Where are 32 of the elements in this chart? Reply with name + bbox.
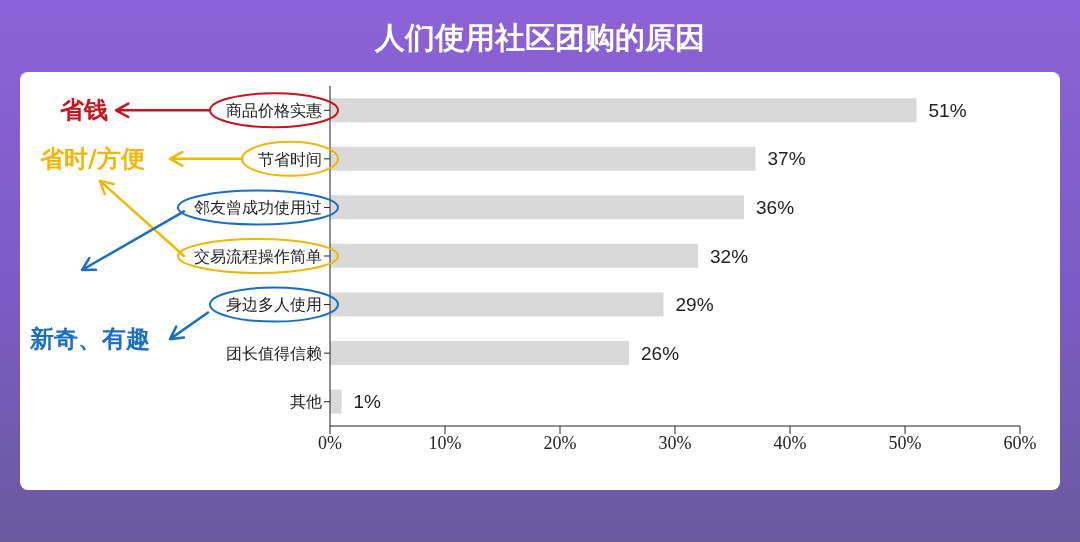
bar [330,292,664,317]
data-label: 51% [928,99,967,121]
bar [330,389,342,414]
data-label: 37% [767,148,806,170]
chart-title: 人们使用社区团购的原因 [373,19,706,57]
bar [330,341,629,365]
y-tick-label: 商品价格实惠 [226,100,322,120]
x-tick-label: 0% [318,432,342,453]
y-tick-label: 交易流程操作简单 [194,246,322,266]
y-tick-label: 团长值得信赖 [226,343,322,363]
x-tick-label: 40% [773,432,807,453]
data-label: 36% [756,197,795,219]
y-tick-label: 身边多人使用 [226,295,322,315]
data-label: 29% [675,294,714,316]
x-tick-label: 60% [1003,432,1037,453]
data-label: 1% [353,391,382,413]
text: 省时/方便 [40,142,145,175]
x-tick-label: 10% [428,432,462,453]
text: 省钱 [60,94,108,127]
bar [330,195,744,220]
bar [330,98,917,123]
x-tick-label: 50% [888,432,922,453]
y-tick-label: 其他 [290,392,322,412]
bar [330,243,698,268]
data-label: 26% [641,342,680,364]
y-tick-label: 邻友曾成功使用过 [194,198,322,218]
x-tick-label: 20% [543,432,577,453]
x-tick-label: 30% [658,432,692,453]
y-tick-label: 节省时间 [258,149,322,169]
data-label: 32% [710,245,749,267]
text: 新奇、有趣 [30,323,150,356]
bar [330,146,756,171]
